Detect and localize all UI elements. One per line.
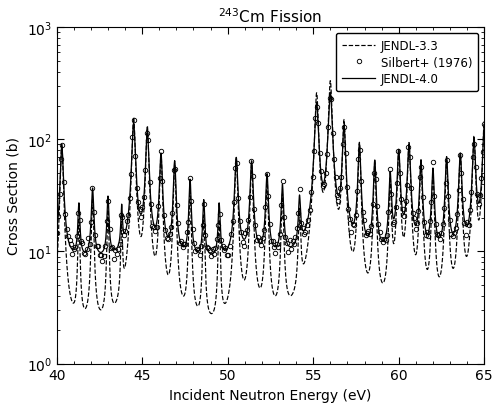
- JENDL-4.0: [406, 148, 411, 153]
- JENDL-4.0: [373, 179, 379, 184]
- Silbert+ (1976): [317, 152, 323, 157]
- Silbert+ (1976): [100, 258, 105, 263]
- JENDL-3.3: [217, 245, 223, 250]
- Y-axis label: Cross Section (b): Cross Section (b): [7, 137, 21, 255]
- JENDL-3.3: [54, 264, 60, 269]
- JENDL-4.0: [54, 230, 60, 235]
- Silbert+ (1976): [310, 175, 316, 180]
- JENDL-4.0: [208, 252, 214, 257]
- JENDL-4.0: [310, 164, 316, 169]
- Silbert+ (1976): [327, 96, 333, 101]
- JENDL-3.3: [373, 188, 379, 193]
- Silbert+ (1976): [444, 158, 450, 163]
- Silbert+ (1976): [55, 214, 61, 219]
- Legend: JENDL-3.3, Silbert+ (1976), JENDL-4.0: JENDL-3.3, Silbert+ (1976), JENDL-4.0: [336, 34, 478, 92]
- X-axis label: Incident Neutron Energy (eV): Incident Neutron Energy (eV): [170, 388, 372, 402]
- JENDL-3.3: [406, 148, 411, 153]
- Silbert+ (1976): [308, 191, 314, 196]
- Line: Silbert+ (1976): Silbert+ (1976): [54, 97, 486, 263]
- JENDL-4.0: [217, 219, 223, 224]
- Silbert+ (1976): [54, 231, 60, 236]
- JENDL-3.3: [208, 311, 214, 316]
- Title: $^{243}$Cm Fission: $^{243}$Cm Fission: [218, 7, 322, 26]
- JENDL-3.3: [328, 79, 334, 84]
- Line: JENDL-4.0: JENDL-4.0: [56, 93, 484, 254]
- JENDL-3.3: [310, 169, 316, 173]
- JENDL-4.0: [332, 171, 338, 176]
- JENDL-3.3: [332, 177, 338, 182]
- Silbert+ (1976): [417, 175, 423, 180]
- JENDL-4.0: [481, 125, 487, 130]
- JENDL-3.3: [132, 124, 138, 128]
- Silbert+ (1976): [481, 122, 487, 127]
- JENDL-3.3: [481, 119, 487, 124]
- Line: JENDL-3.3: JENDL-3.3: [56, 81, 484, 314]
- JENDL-4.0: [328, 90, 334, 95]
- JENDL-4.0: [132, 128, 138, 133]
